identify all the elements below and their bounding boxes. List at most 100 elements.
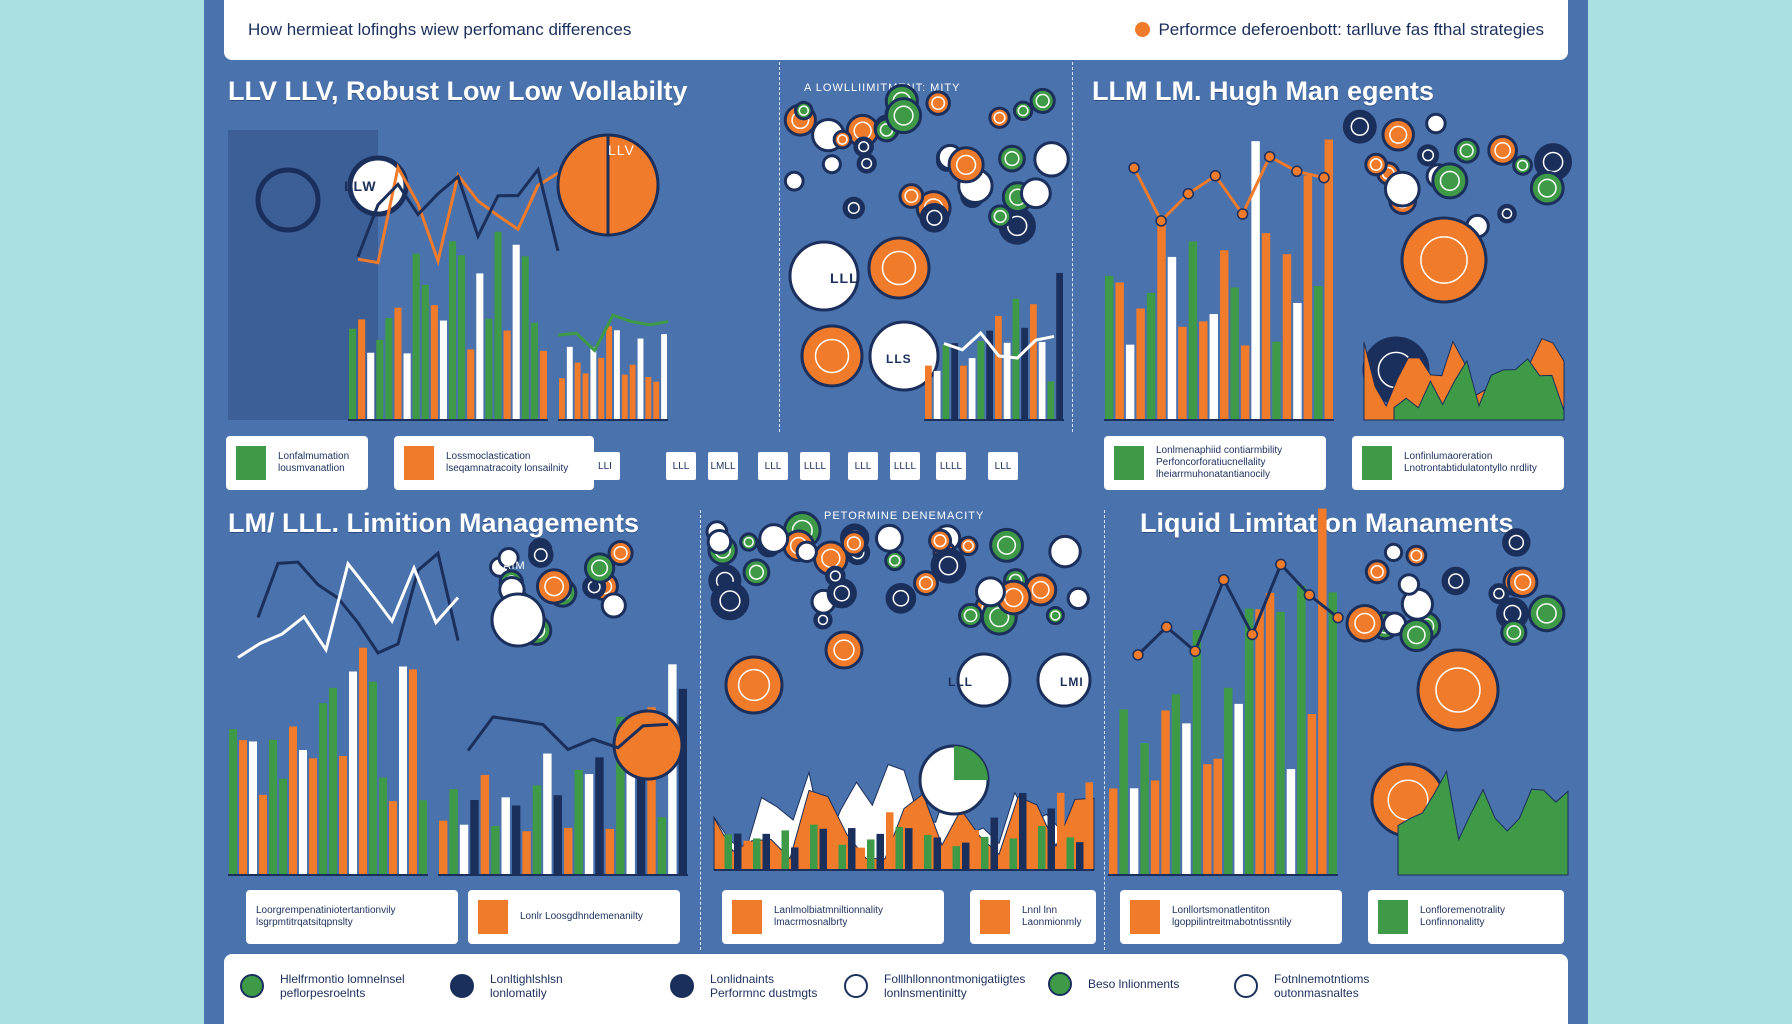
infographic-canvas: How hermieat lofinghs wiew perfomanc dif…: [204, 0, 1588, 1024]
chart-bar: [1244, 608, 1254, 875]
chart-bar: [419, 800, 427, 875]
chart-bar: [647, 707, 656, 875]
chart-point: [1291, 165, 1303, 178]
chart-point: [1217, 573, 1230, 586]
chart-bar: [925, 365, 932, 420]
chart-bar: [598, 357, 605, 420]
chart-bar: [559, 378, 565, 420]
chart-bar: [772, 849, 780, 870]
bubble-ring: [1354, 612, 1376, 634]
chart-point: [1236, 208, 1249, 220]
bubble-ring: [1004, 151, 1020, 167]
chart-bar: [895, 827, 903, 870]
chart-bar: [582, 373, 589, 420]
footer-text: Folllhllonnontmonigatiigtes lonlnsmentin…: [884, 972, 1026, 1000]
chart-bar: [678, 688, 687, 875]
chart-bar: [379, 777, 387, 875]
chart-point: [1155, 215, 1167, 227]
chart-line: [256, 550, 460, 655]
chart-bar: [962, 842, 970, 870]
legend-card: Lonfalmumation lousmvanatlion: [226, 436, 368, 490]
chart-bar: [449, 789, 458, 875]
chart-bar: [1003, 342, 1011, 420]
chart-bar: [933, 837, 941, 870]
bubble-icon: [956, 652, 1012, 708]
chart-bar: [259, 794, 267, 875]
tick-box: LLLL: [936, 452, 966, 480]
bubble-ring: [502, 604, 534, 636]
chart-bar: [605, 828, 615, 875]
bubble-ring: [1493, 587, 1505, 600]
chart-bar: [319, 703, 327, 875]
chart-bar: [1224, 687, 1233, 875]
legend-text: Lnnl lnn Laonmionmly: [1022, 905, 1082, 928]
pie-chart-icon: [612, 709, 684, 781]
legend-swatch: [1130, 900, 1160, 934]
bubble-icon: [1529, 170, 1565, 206]
divider: [779, 62, 780, 432]
footer-item: Lonlidnaints Performnc dustmgts: [670, 972, 830, 1000]
chart-bar: [977, 340, 985, 420]
bubble-icon: [1342, 109, 1377, 144]
chart-line: [1136, 561, 1339, 656]
bubble-icon: [739, 532, 759, 552]
chart-bar: [480, 774, 490, 875]
bubble-ring: [926, 209, 943, 226]
legend-card: Lonlr Loosgdhndemenanilty: [468, 890, 680, 944]
legend-text: Loorgrempenatiniotertantionvily lsgrpmti…: [256, 905, 396, 928]
bubble-icon: [1399, 617, 1434, 653]
chart-bar: [309, 758, 317, 875]
chart-bar: [924, 834, 932, 870]
bubble-icon: [867, 236, 931, 300]
chart-bar: [637, 338, 644, 420]
bubble-ring: [613, 545, 628, 561]
chart-bar: [914, 815, 922, 870]
bubble-ring: [1514, 573, 1532, 591]
chart-bar: [1105, 275, 1114, 420]
footer-item: Hlelfrmontio lomnelnsel peflorpesroelnts: [240, 972, 440, 1000]
chart-bar: [943, 846, 951, 870]
bubble-ring: [788, 175, 800, 187]
footer-text: Fotnlnemotntioms outonmasnaltes: [1274, 972, 1370, 1000]
chart-bar: [1021, 327, 1028, 420]
chart-point: [1275, 558, 1287, 571]
header-right-text: Performce deferoenbott: tarlluve fas fth…: [1158, 20, 1544, 39]
bubble-ring: [712, 534, 727, 549]
bubble-icon: [1488, 583, 1510, 605]
bubble-icon: [868, 320, 940, 392]
bubble-ring: [1536, 603, 1557, 624]
bubble-ring: [847, 201, 860, 215]
bubble-ring: [931, 96, 946, 111]
bubble-ring: [1389, 125, 1408, 144]
magnifier-icon: [255, 167, 321, 233]
bubble-icon: [706, 528, 733, 555]
tick-box: LLI: [590, 452, 620, 480]
tick-box: LMLL: [708, 452, 738, 480]
chart-bar: [564, 827, 573, 875]
legend-text: Lonllortsmonatlentiton lgoppilintreitmab…: [1172, 905, 1292, 928]
legend-text: Lossmoclastication lseqamnatracoity lons…: [446, 451, 569, 474]
chart-bar: [1192, 630, 1202, 875]
chart-bar: [819, 828, 827, 870]
panel-title-top-middle: A LOWLLIIMITMENT: MITY: [804, 82, 961, 94]
bubble-ring: [962, 540, 974, 552]
bubble-icon: [600, 592, 627, 619]
chart-bar: [942, 344, 950, 420]
bubble-ring: [1392, 179, 1413, 200]
legend-swatch: [732, 900, 762, 934]
bubble-icon: [988, 204, 1013, 229]
chart-bar: [566, 346, 573, 420]
bubble-ring: [719, 590, 741, 612]
chart-bar: [629, 364, 636, 420]
bubble-icon: [1048, 534, 1082, 569]
bubble-ring: [1055, 542, 1075, 561]
chart-bar: [1009, 838, 1017, 870]
footer-item: Fotnlnemotntioms outonmasnaltes: [1234, 972, 1424, 1000]
footer-text: Hlelfrmontio lomnelnsel peflorpesroelnts: [280, 972, 405, 1000]
bubble-ring: [765, 530, 783, 547]
bubble-icon: [1431, 162, 1469, 200]
bubble-icon: [1441, 566, 1470, 596]
chart-bar: [279, 778, 287, 875]
chart-bar: [1293, 302, 1302, 420]
bubble-icon: [898, 183, 925, 209]
